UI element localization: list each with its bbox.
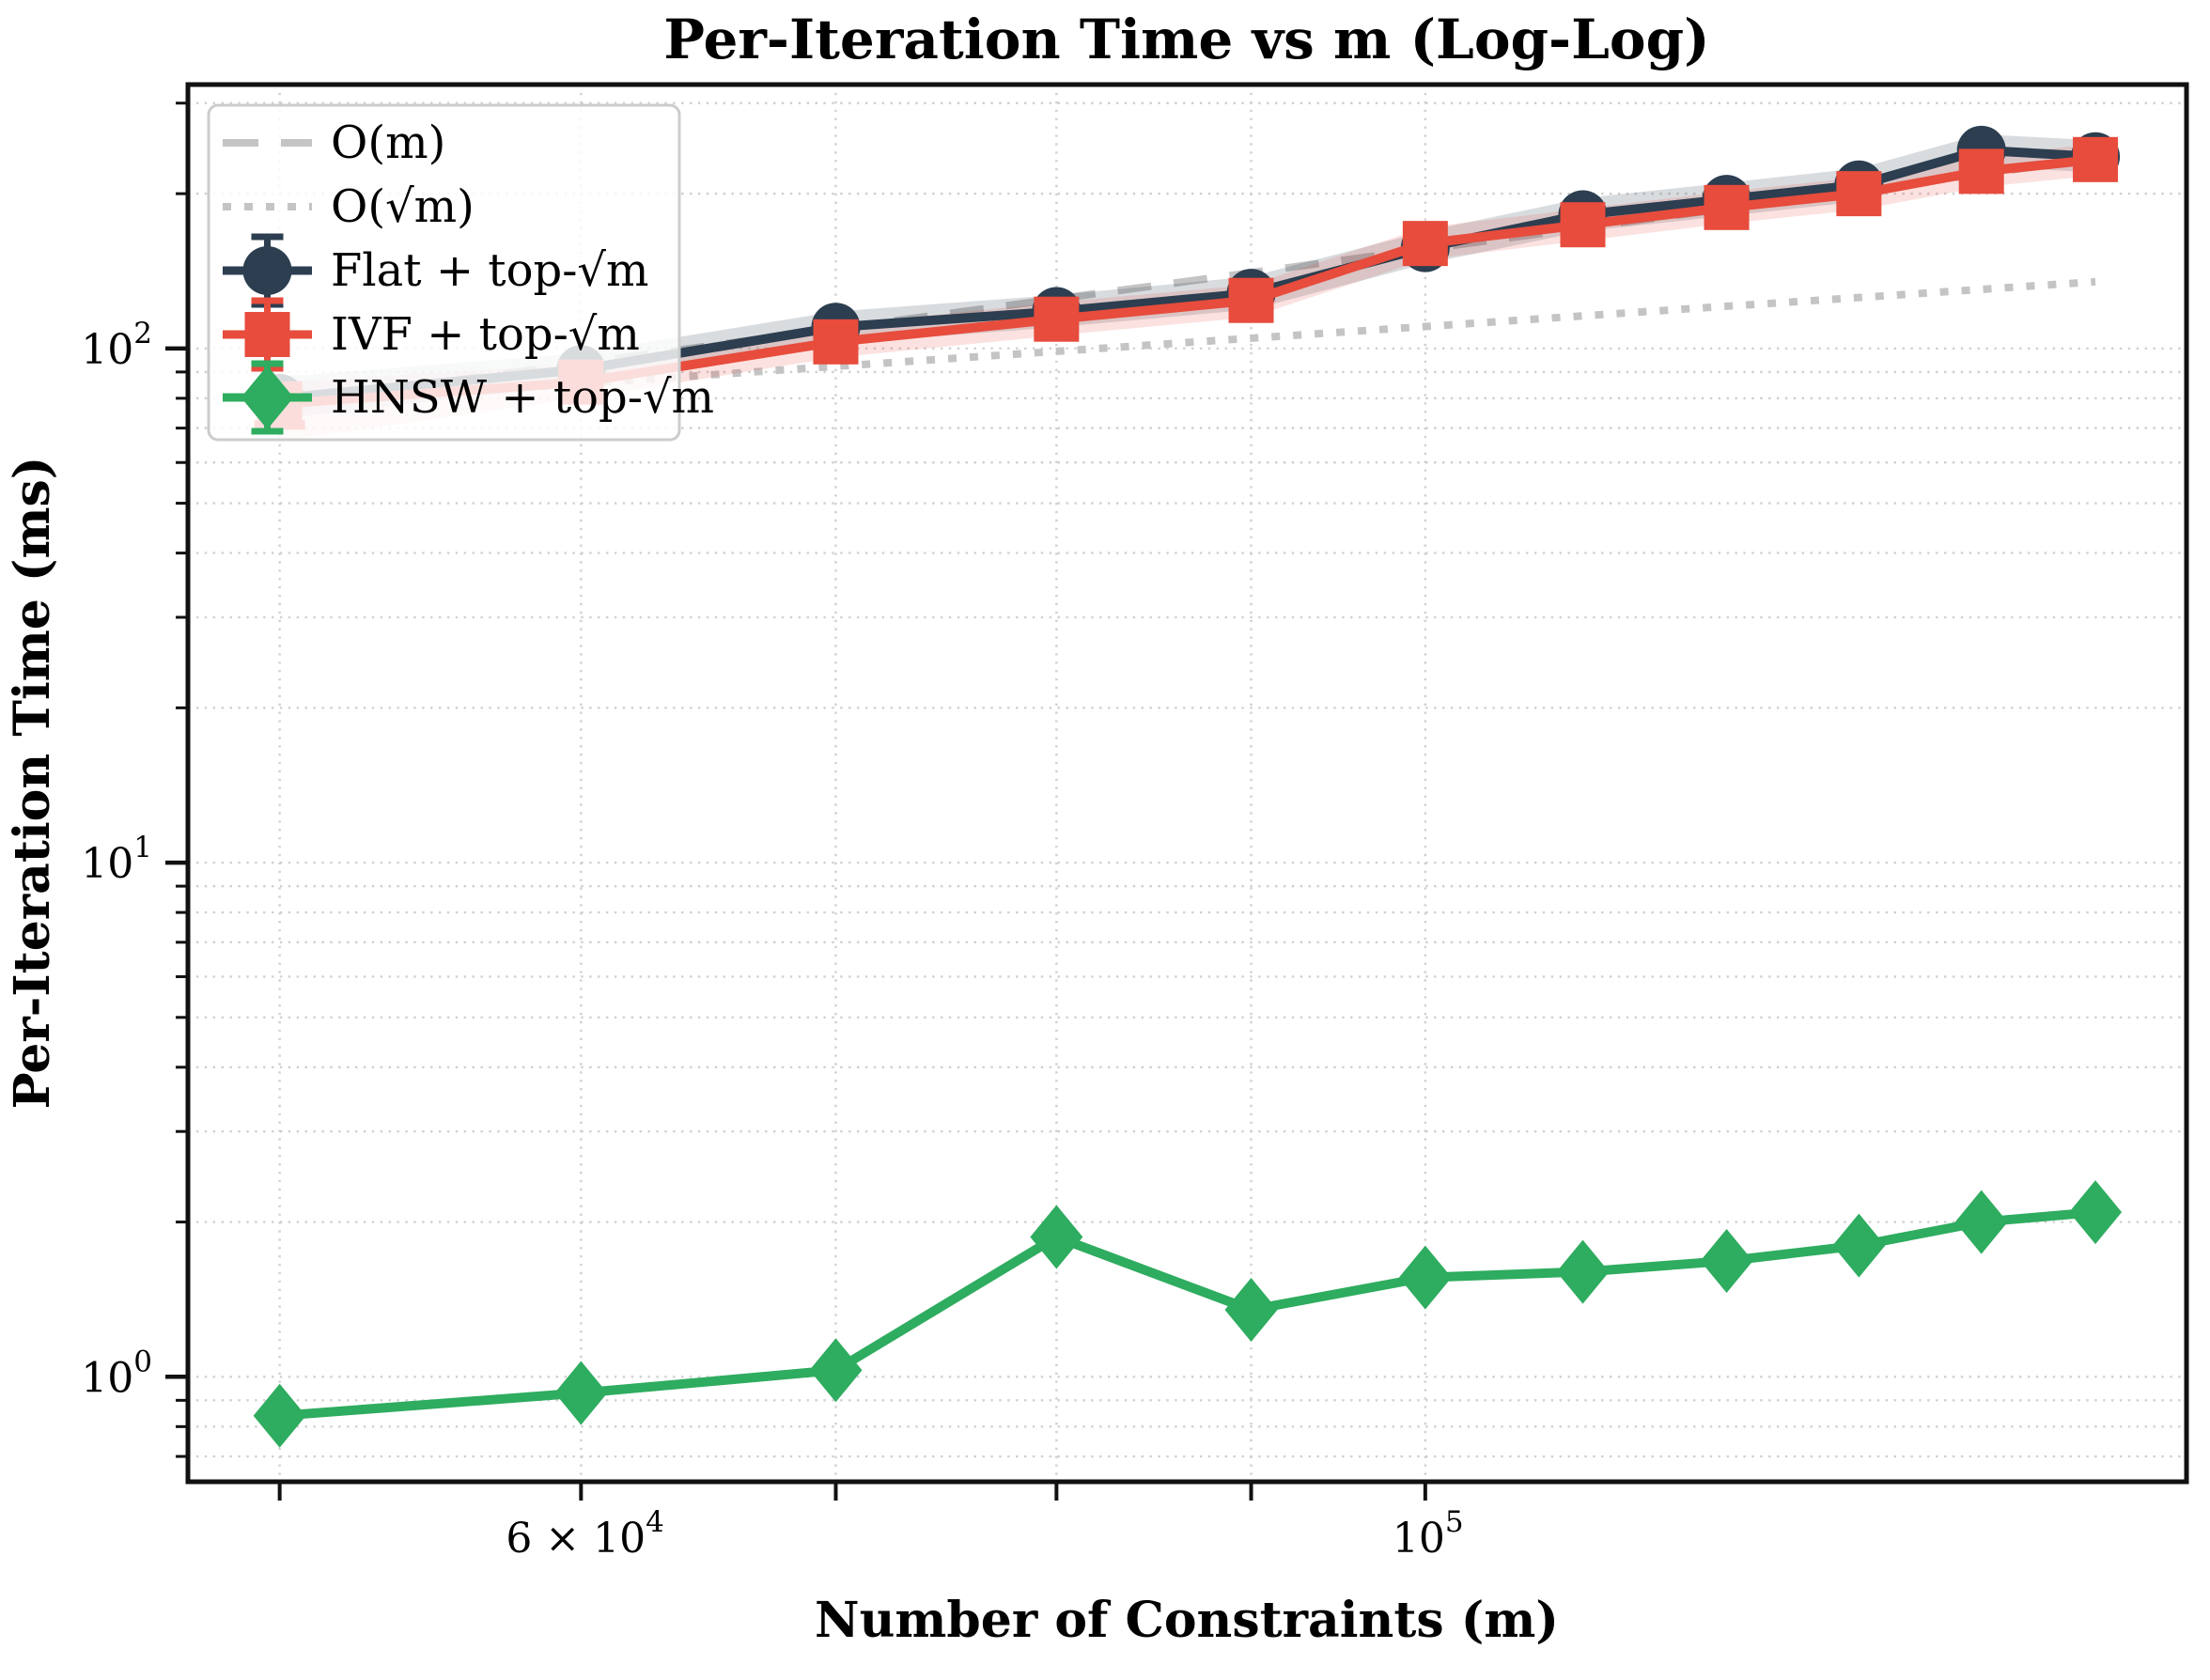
tick-labels: 102 101 100 6 × 104 105 bbox=[81, 317, 1463, 1563]
plot-border bbox=[185, 82, 2189, 1485]
y-tick-label: 101 bbox=[81, 831, 152, 888]
legend-entry: Flat + top-√m bbox=[223, 233, 649, 308]
series-line bbox=[279, 1207, 2096, 1421]
data-point-marker bbox=[1958, 148, 2004, 194]
circle-marker-icon bbox=[242, 246, 292, 295]
data-point-marker bbox=[1560, 202, 1606, 248]
legend-entry: O(m) bbox=[223, 117, 445, 169]
diamond-marker-icon bbox=[241, 366, 294, 429]
x-axis-label: Number of Constraints (m) bbox=[815, 1592, 1559, 1649]
axis-ticks bbox=[165, 101, 1427, 1501]
data-point-marker bbox=[1034, 296, 1080, 342]
legend-box bbox=[207, 103, 681, 442]
data-point-marker bbox=[1704, 184, 1750, 230]
legend-entry-label: IVF + top-√m bbox=[331, 308, 640, 361]
legend-entry-label: Flat + top-√m bbox=[331, 244, 649, 297]
x-tick-label: 6 × 104 bbox=[506, 1505, 664, 1563]
data-point-marker bbox=[1224, 1277, 1278, 1342]
legend-entry: HNSW + top-√m bbox=[223, 360, 714, 435]
data-point-marker bbox=[1402, 221, 1448, 267]
data-point-marker bbox=[2069, 1180, 2123, 1245]
y-tick-label: 102 bbox=[81, 317, 152, 374]
data-point-marker bbox=[2073, 136, 2119, 182]
data-point-marker bbox=[1556, 1239, 1610, 1304]
data-point-marker bbox=[253, 1383, 306, 1448]
axes-spines bbox=[185, 82, 2189, 1485]
reference-line-osqrtm bbox=[279, 277, 2096, 408]
data-point-marker bbox=[1228, 277, 1274, 323]
data-point-marker bbox=[1700, 1229, 1753, 1294]
legend-entry-label: O(m) bbox=[331, 117, 445, 169]
legend-entry-label: HNSW + top-√m bbox=[331, 371, 714, 424]
chart-title: Per-Iteration Time vs m (Log-Log) bbox=[663, 8, 1709, 71]
legend-entry-label: O(√m) bbox=[331, 180, 475, 233]
series-diamond bbox=[253, 1180, 2123, 1448]
data-point-marker bbox=[1398, 1245, 1452, 1310]
y-axis-label: Per-Iteration Time (ms) bbox=[4, 457, 61, 1110]
data-point-marker bbox=[1832, 1213, 1886, 1278]
data-point-marker bbox=[1954, 1190, 2008, 1254]
legend-entry: IVF + top-√m bbox=[223, 297, 640, 372]
y-tick-label: 100 bbox=[81, 1345, 152, 1402]
data-point-marker bbox=[809, 1338, 863, 1403]
x-tick-label: 105 bbox=[1393, 1505, 1464, 1563]
square-marker-icon bbox=[244, 312, 290, 357]
data-point-marker bbox=[554, 1361, 608, 1425]
data-point-marker bbox=[1836, 171, 1882, 217]
legend-entry: O(√m) bbox=[223, 180, 475, 233]
legend: O(m) O(√m) Flat + top-√m IVF + top-√m HNSW +… bbox=[207, 103, 714, 442]
data-point-marker bbox=[813, 319, 859, 365]
data-point-marker bbox=[1030, 1205, 1083, 1269]
